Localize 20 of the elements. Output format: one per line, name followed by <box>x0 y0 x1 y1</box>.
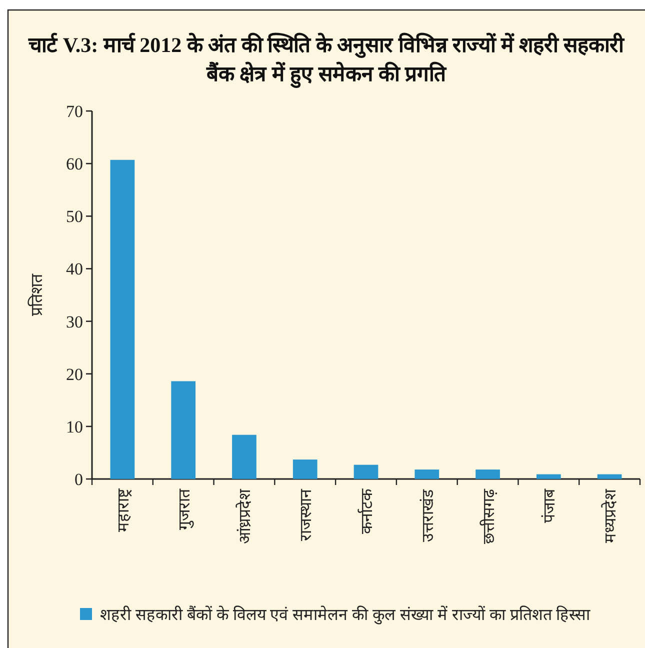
x-tick-label: मध्यप्रदेश <box>600 488 620 543</box>
x-tick-label: गुजरात <box>176 488 194 530</box>
y-tick-label: 0 <box>74 470 83 489</box>
x-tick-label: आंध्रप्रदेश <box>235 488 254 544</box>
y-tick-label: 40 <box>66 260 83 279</box>
y-tick-label: 30 <box>66 312 83 332</box>
y-tick-label: 60 <box>66 154 83 174</box>
x-tick-label: छत्तीसगढ़ <box>478 488 498 544</box>
x-tick-label: राजस्थान <box>298 488 316 541</box>
x-tick-label: महाराष्ट्र <box>115 488 132 532</box>
y-tick-label: 70 <box>66 102 83 121</box>
x-tick-label: पंजाब <box>540 488 559 523</box>
y-axis-title: प्रतिशत <box>27 273 46 316</box>
legend-label: शहरी सहकारी बैंकों के विलय एवं समामेलन की कुल संख्या में राज्यों का प्रतिशत हिस्सा <box>100 605 592 625</box>
x-tick-label: कर्नाटक <box>357 488 376 534</box>
x-tick-label: उत्तराखंड <box>418 489 437 542</box>
y-tick-label: 50 <box>66 207 83 226</box>
y-tick-label: 20 <box>66 364 83 384</box>
y-tick-label: 10 <box>66 417 83 436</box>
chart-title: चार्ट V.3: मार्च 2012 के अंत की स्थिति के अनुसार विभिन्न राज्यों में शहरी सहकारी बैंक क्षेत्र में हुए समेकन की प्रगति <box>28 32 626 89</box>
